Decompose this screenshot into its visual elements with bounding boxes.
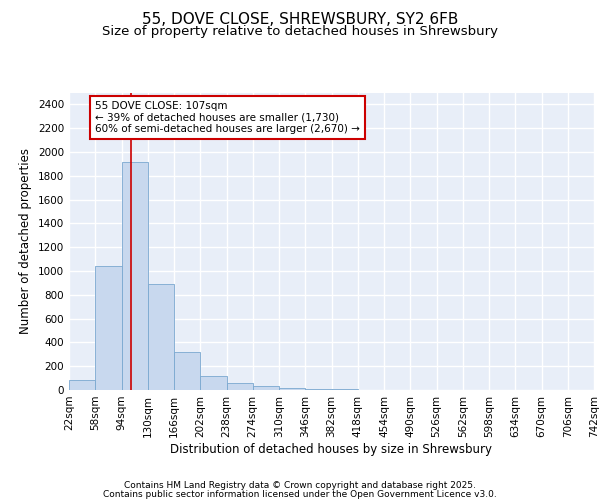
X-axis label: Distribution of detached houses by size in Shrewsbury: Distribution of detached houses by size … bbox=[170, 442, 493, 456]
Text: Contains public sector information licensed under the Open Government Licence v3: Contains public sector information licen… bbox=[103, 490, 497, 499]
Text: Size of property relative to detached houses in Shrewsbury: Size of property relative to detached ho… bbox=[102, 25, 498, 38]
Bar bbox=[95, 266, 121, 390]
Bar bbox=[174, 352, 200, 390]
Bar bbox=[200, 376, 227, 390]
Bar bbox=[279, 388, 305, 390]
Bar bbox=[305, 389, 331, 390]
Text: Contains HM Land Registry data © Crown copyright and database right 2025.: Contains HM Land Registry data © Crown c… bbox=[124, 481, 476, 490]
Y-axis label: Number of detached properties: Number of detached properties bbox=[19, 148, 32, 334]
Bar bbox=[69, 380, 95, 390]
Text: 55 DOVE CLOSE: 107sqm
← 39% of detached houses are smaller (1,730)
60% of semi-d: 55 DOVE CLOSE: 107sqm ← 39% of detached … bbox=[95, 101, 360, 134]
Bar bbox=[227, 384, 253, 390]
Bar bbox=[148, 284, 174, 390]
Bar bbox=[253, 386, 279, 390]
Bar bbox=[121, 162, 148, 390]
Text: 55, DOVE CLOSE, SHREWSBURY, SY2 6FB: 55, DOVE CLOSE, SHREWSBURY, SY2 6FB bbox=[142, 12, 458, 28]
